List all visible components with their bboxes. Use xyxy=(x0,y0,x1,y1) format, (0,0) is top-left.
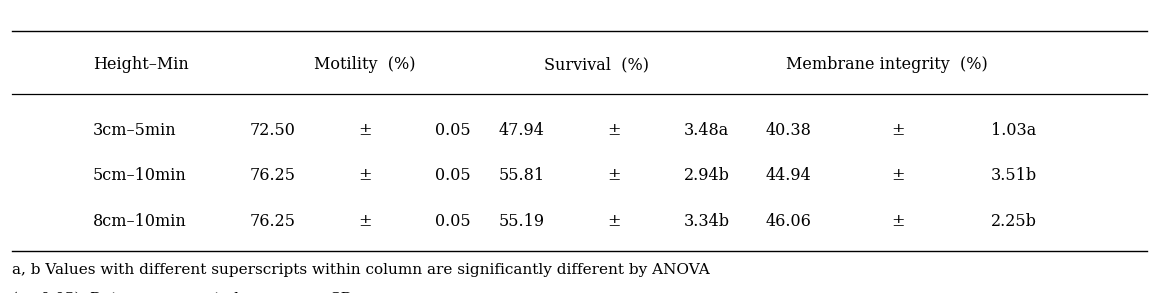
Text: 46.06: 46.06 xyxy=(765,213,811,230)
Text: ±: ± xyxy=(358,213,372,230)
Text: 3cm–5min: 3cm–5min xyxy=(93,122,176,139)
Text: a, b Values with different superscripts within column are significantly differen: a, b Values with different superscripts … xyxy=(12,263,709,277)
Text: ±: ± xyxy=(607,213,621,230)
Text: 2.25b: 2.25b xyxy=(991,213,1037,230)
Text: Membrane integrity  (%): Membrane integrity (%) xyxy=(786,56,987,73)
Text: 40.38: 40.38 xyxy=(765,122,811,139)
Text: 47.94: 47.94 xyxy=(498,122,545,139)
Text: 72.50: 72.50 xyxy=(249,122,296,139)
Text: 2.94b: 2.94b xyxy=(684,167,730,184)
Text: 5cm–10min: 5cm–10min xyxy=(93,167,187,184)
Text: 3.34b: 3.34b xyxy=(684,213,730,230)
Text: ±: ± xyxy=(891,167,905,184)
Text: 0.05: 0.05 xyxy=(435,167,471,184)
Text: 3.48a: 3.48a xyxy=(684,122,729,139)
Text: Survival  (%): Survival (%) xyxy=(545,56,649,73)
Text: 55.19: 55.19 xyxy=(498,213,545,230)
Text: Motility  (%): Motility (%) xyxy=(314,56,416,73)
Text: 55.81: 55.81 xyxy=(498,167,545,184)
Text: 0.05: 0.05 xyxy=(435,122,471,139)
Text: 0.05: 0.05 xyxy=(435,213,471,230)
Text: 76.25: 76.25 xyxy=(249,167,296,184)
Text: 44.94: 44.94 xyxy=(766,167,811,184)
Text: 76.25: 76.25 xyxy=(249,213,296,230)
Text: ±: ± xyxy=(891,213,905,230)
Text: ±: ± xyxy=(607,167,621,184)
Text: (p<0.05). Data are presented as mean ± SD.: (p<0.05). Data are presented as mean ± S… xyxy=(12,292,357,293)
Text: ±: ± xyxy=(891,122,905,139)
Text: 3.51b: 3.51b xyxy=(991,167,1037,184)
Text: ±: ± xyxy=(358,122,372,139)
Text: ±: ± xyxy=(607,122,621,139)
Text: ±: ± xyxy=(358,167,372,184)
Text: 8cm–10min: 8cm–10min xyxy=(93,213,187,230)
Text: Height–Min: Height–Min xyxy=(93,56,189,73)
Text: 1.03a: 1.03a xyxy=(991,122,1036,139)
